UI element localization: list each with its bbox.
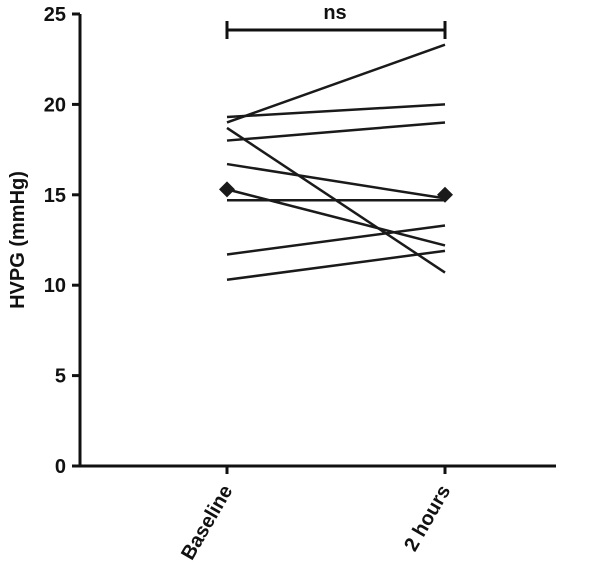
mean-markers (219, 181, 453, 203)
y-tick-label: 25 (44, 4, 66, 26)
y-tick-label: 10 (44, 275, 66, 297)
y-ticks: 0 5 10 15 20 25 (44, 4, 80, 478)
y-tick-label: 20 (44, 94, 66, 116)
series-line-2 (226, 43, 446, 124)
x-ticks: Baseline 2 hours (177, 466, 455, 564)
y-axis-label: HVPG (mmHg) (7, 171, 29, 309)
significance-bracket: ns (225, 2, 447, 39)
series-line-5 (226, 162, 446, 200)
y-tick-label: 0 (55, 456, 66, 478)
axes (78, 14, 556, 468)
series-lines (226, 43, 446, 282)
series-line-7 (226, 188, 446, 247)
series-line-1 (226, 103, 446, 119)
mean-diamond-marker-2-hours (437, 186, 453, 203)
y-tick-label: 5 (55, 366, 66, 388)
series-line-9 (226, 249, 446, 282)
significance-label: ns (323, 2, 346, 24)
x-tick-label-baseline: Baseline (177, 482, 237, 564)
mean-diamond-marker-baseline (219, 181, 235, 198)
x-tick-label-2-hours: 2 hours (400, 482, 455, 556)
series-line-3 (226, 121, 446, 142)
y-tick-label: 15 (44, 185, 66, 207)
series-line-8 (226, 224, 446, 256)
